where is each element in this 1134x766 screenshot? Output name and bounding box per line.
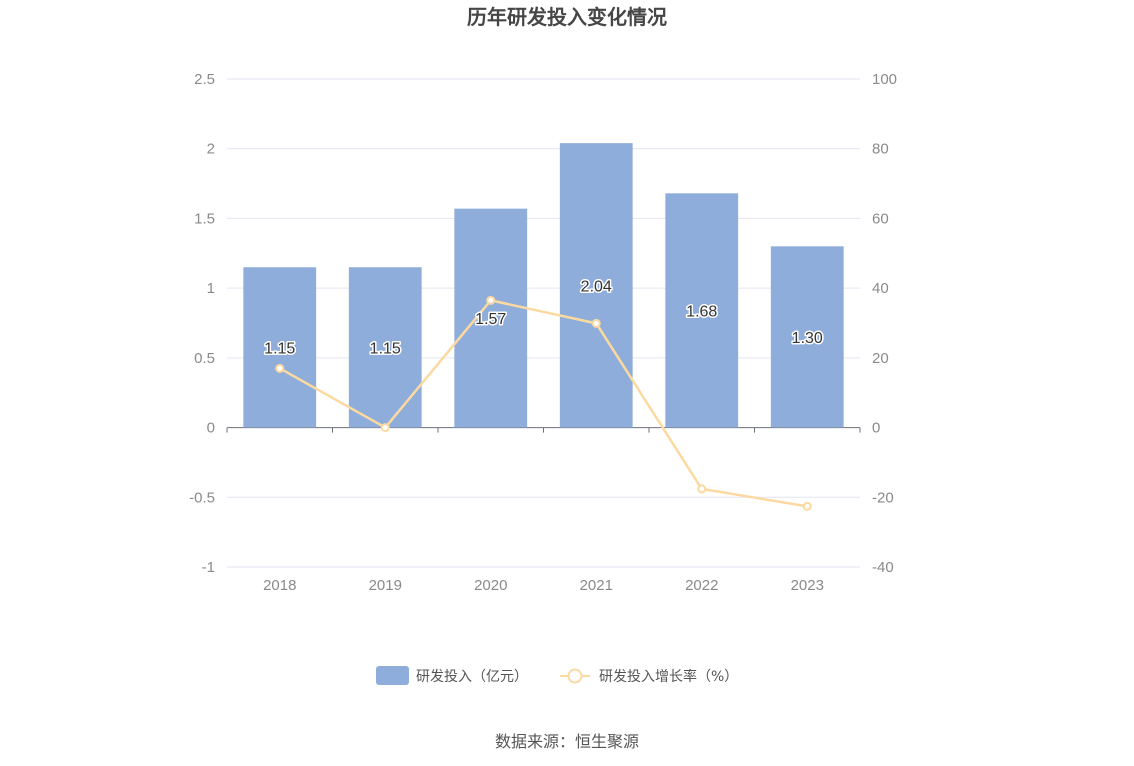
bar [770,246,844,428]
x-tick-label: 2019 [369,577,402,594]
bar [454,208,528,428]
legend-bar-label: 研发投入（亿元） [416,669,528,685]
data-labels: 1.15 1.15 1.57 2.04 1.68 1.30 [263,277,825,359]
growth-point [380,423,390,433]
x-tick-label: 2023 [791,577,824,594]
y-right-tick-label: -20 [872,489,894,506]
source-note: 数据来源：恒生聚源 [495,732,639,751]
y-left-tick-label: 0 [207,420,215,437]
y-right-tick-label: 80 [872,141,889,158]
y-left-tick-label: -1 [202,559,215,576]
x-tick-label: 2018 [263,577,296,594]
bar-series [243,143,844,428]
growth-point [275,363,285,373]
bar [243,267,317,428]
y-left-tick-label: 0.5 [194,350,215,367]
bar-value-label: 1.15 [370,340,401,357]
bar [559,143,633,428]
bar-value-label: 1.68 [686,303,717,320]
grid [227,78,860,568]
legend-line-label: 研发投入增长率（%） [599,668,738,685]
chart-title: 历年研发投入变化情况 [467,5,667,29]
x-tick-label: 2020 [474,577,507,594]
line-series [275,295,812,511]
growth-point [591,318,601,328]
y-right-tick-label: 60 [872,210,889,227]
legend-bar-swatch [376,666,409,685]
legend-line-marker [567,668,583,684]
bar-value-label: 1.15 [264,340,295,357]
y-left-tick-label: 1.5 [194,210,215,227]
y-right-tick-label: 40 [872,280,889,297]
growth-point [486,295,496,305]
y-right-tick-label: 20 [872,350,889,367]
y-left-tick-label: 1 [207,280,215,297]
x-tick-label: 2022 [685,577,718,594]
y-right-tick-label: 100 [872,71,897,88]
bar [348,267,422,428]
y-left-tick-label: 2.5 [194,71,215,88]
y-right-tick-label: 0 [872,420,880,437]
growth-point [697,484,707,494]
y-left-tick-label: -0.5 [189,489,215,506]
axes: 2.5 100 2 80 1.5 60 1 40 0.5 20 0 0 -0.5 -20 -1 -40 2018… [189,71,897,594]
y-left-tick-label: 2 [207,141,215,158]
y-right-tick-label: -40 [872,559,894,576]
growth-point [802,501,812,511]
x-tick-label: 2021 [580,577,613,594]
bar-value-label: 2.04 [581,278,612,295]
growth-line [279,299,808,508]
bar-value-label: 1.30 [792,330,823,347]
legend[interactable]: 研发投入（亿元） 研发投入增长率（%） [376,666,738,685]
bar [665,193,739,428]
bar-value-label: 1.57 [475,311,506,328]
